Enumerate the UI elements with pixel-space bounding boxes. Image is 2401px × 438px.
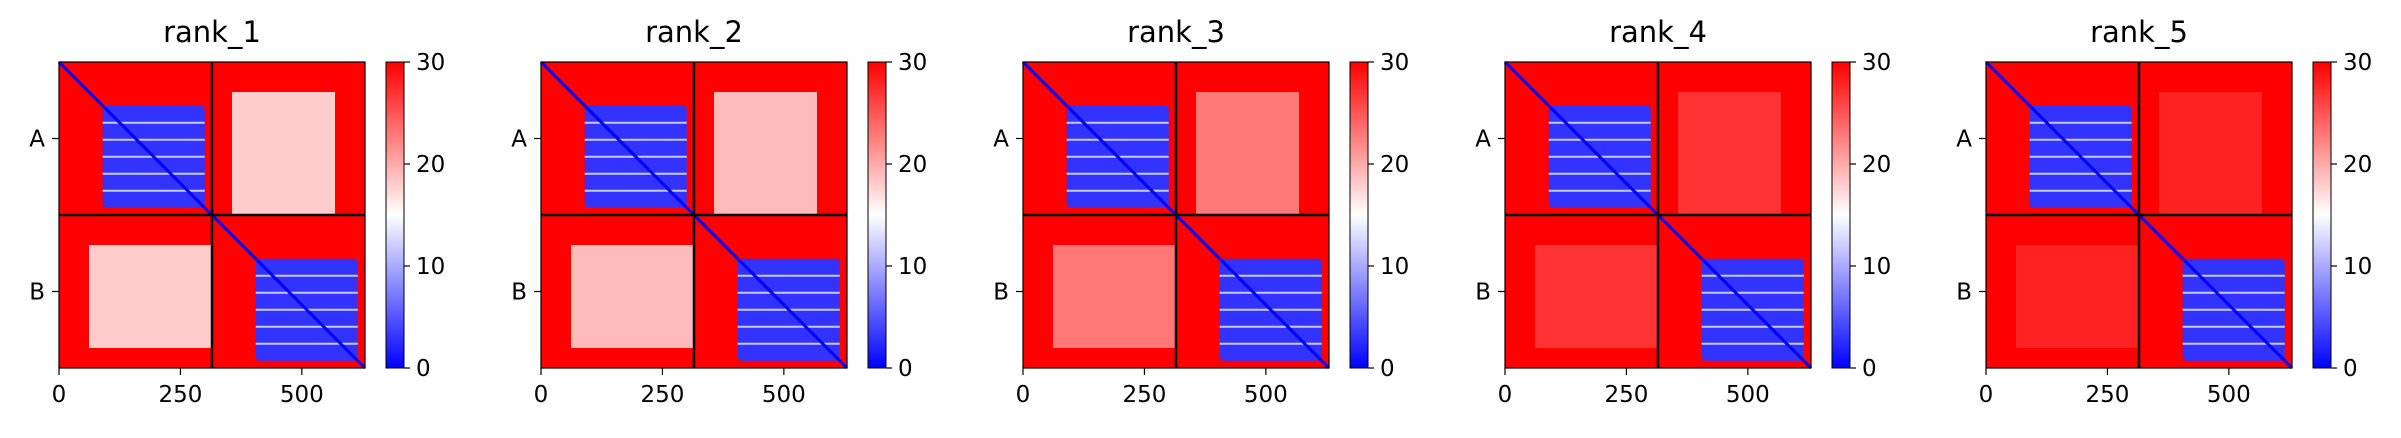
colorbar-tick-label: 30 xyxy=(1862,50,1891,76)
panel-title: rank_2 xyxy=(645,15,743,49)
colorbar-tick-label: 0 xyxy=(1380,356,1395,382)
colorbar xyxy=(1831,61,1851,369)
panel-title: rank_1 xyxy=(163,15,261,49)
colorbar xyxy=(385,61,405,369)
inter-chain-block-ab xyxy=(714,92,817,214)
colorbar-tick-label: 30 xyxy=(2343,50,2372,76)
x-tick-label: 250 xyxy=(158,382,202,408)
x-tick-label: 250 xyxy=(1122,382,1166,408)
colorbar-tick-label: 20 xyxy=(416,152,445,178)
colorbar-tick-label: 30 xyxy=(898,50,927,76)
x-tick-label: 500 xyxy=(2207,382,2251,408)
colorbar-tick-label: 30 xyxy=(416,50,445,76)
inter-chain-block-ba xyxy=(89,245,211,348)
y-tick-label: A xyxy=(993,127,1009,153)
inter-chain-block-ab xyxy=(1196,92,1299,214)
colorbar-tick-label: 30 xyxy=(1380,50,1409,76)
panel-title: rank_5 xyxy=(2090,15,2188,49)
diagonal-line xyxy=(1656,213,1813,370)
colorbar-tick-label: 10 xyxy=(1380,254,1409,280)
diagonal-line xyxy=(57,60,214,217)
x-tick-label: 250 xyxy=(640,382,684,408)
x-tick-label: 0 xyxy=(1498,382,1513,408)
colorbar-tick-label: 10 xyxy=(416,254,445,280)
colorbar xyxy=(2312,61,2332,369)
colorbar-tick-label: 20 xyxy=(1862,152,1891,178)
colorbar-tick-label: 10 xyxy=(1862,254,1891,280)
diagonal-line xyxy=(1021,60,1178,217)
panel-2: rank_2 0 250 500 A B 0 10 20 30 xyxy=(511,15,927,408)
x-tick-label: 250 xyxy=(2085,382,2129,408)
panel-title: rank_4 xyxy=(1609,15,1707,49)
colorbar xyxy=(867,61,887,369)
diagonal-line xyxy=(692,213,849,370)
panel-4: rank_4 0 250 500 A B 0 10 20 30 xyxy=(1475,15,1891,408)
diagonal-line xyxy=(1503,60,1660,217)
inter-chain-block-ab xyxy=(1678,92,1781,214)
y-tick-label: A xyxy=(1956,127,1972,153)
axes-frame xyxy=(58,61,366,369)
x-tick-label: 500 xyxy=(1244,382,1288,408)
y-tick-label: A xyxy=(29,127,45,153)
x-tick-label: 500 xyxy=(762,382,806,408)
colorbar-tick-label: 0 xyxy=(2343,356,2358,382)
axes-frame xyxy=(540,61,848,369)
inter-chain-block-ba xyxy=(1535,245,1657,348)
y-tick-label: B xyxy=(511,280,527,306)
y-tick-label: A xyxy=(1475,127,1491,153)
diagonal-line xyxy=(1174,213,1331,370)
colorbar-tick-label: 10 xyxy=(2343,254,2372,280)
x-tick-label: 500 xyxy=(280,382,324,408)
panel-3: rank_3 0 250 500 A B 0 10 20 30 xyxy=(993,15,1409,408)
x-tick-label: 500 xyxy=(1726,382,1770,408)
diagonal-line xyxy=(210,213,367,370)
colorbar-tick-label: 20 xyxy=(2343,152,2372,178)
x-tick-label: 0 xyxy=(1016,382,1031,408)
inter-chain-block-ba xyxy=(1053,245,1175,348)
inter-chain-block-ab xyxy=(2159,92,2262,214)
y-tick-label: B xyxy=(993,280,1009,306)
colorbar xyxy=(1349,61,1369,369)
colorbar-tick-label: 10 xyxy=(898,254,927,280)
inter-chain-block-ab xyxy=(232,92,335,214)
axes-frame xyxy=(1504,61,1812,369)
axes-frame xyxy=(1985,61,2293,369)
x-tick-label: 0 xyxy=(52,382,67,408)
y-tick-label: B xyxy=(1475,280,1491,306)
colorbar-tick-label: 0 xyxy=(416,356,431,382)
colorbar-tick-label: 20 xyxy=(1380,152,1409,178)
diagonal-line xyxy=(1984,60,2141,217)
y-tick-label: B xyxy=(29,280,45,306)
x-tick-label: 0 xyxy=(534,382,549,408)
x-tick-label: 250 xyxy=(1604,382,1648,408)
inter-chain-block-ba xyxy=(571,245,693,348)
axes-frame xyxy=(1022,61,1330,369)
panel-1: rank_1 0 250 500 A B 0 10 20 30 xyxy=(29,15,445,408)
diagonal-line xyxy=(2137,213,2294,370)
colorbar-tick-label: 0 xyxy=(898,356,913,382)
panel-5: rank_5 0 250 500 A B 0 10 20 30 xyxy=(1956,15,2372,408)
x-tick-label: 0 xyxy=(1979,382,1994,408)
y-tick-label: B xyxy=(1956,280,1972,306)
colorbar-tick-label: 20 xyxy=(898,152,927,178)
diagonal-line xyxy=(539,60,696,217)
colorbar-tick-label: 0 xyxy=(1862,356,1877,382)
y-tick-label: A xyxy=(511,127,527,153)
inter-chain-block-ba xyxy=(2016,245,2138,348)
panel-title: rank_3 xyxy=(1127,15,1225,49)
